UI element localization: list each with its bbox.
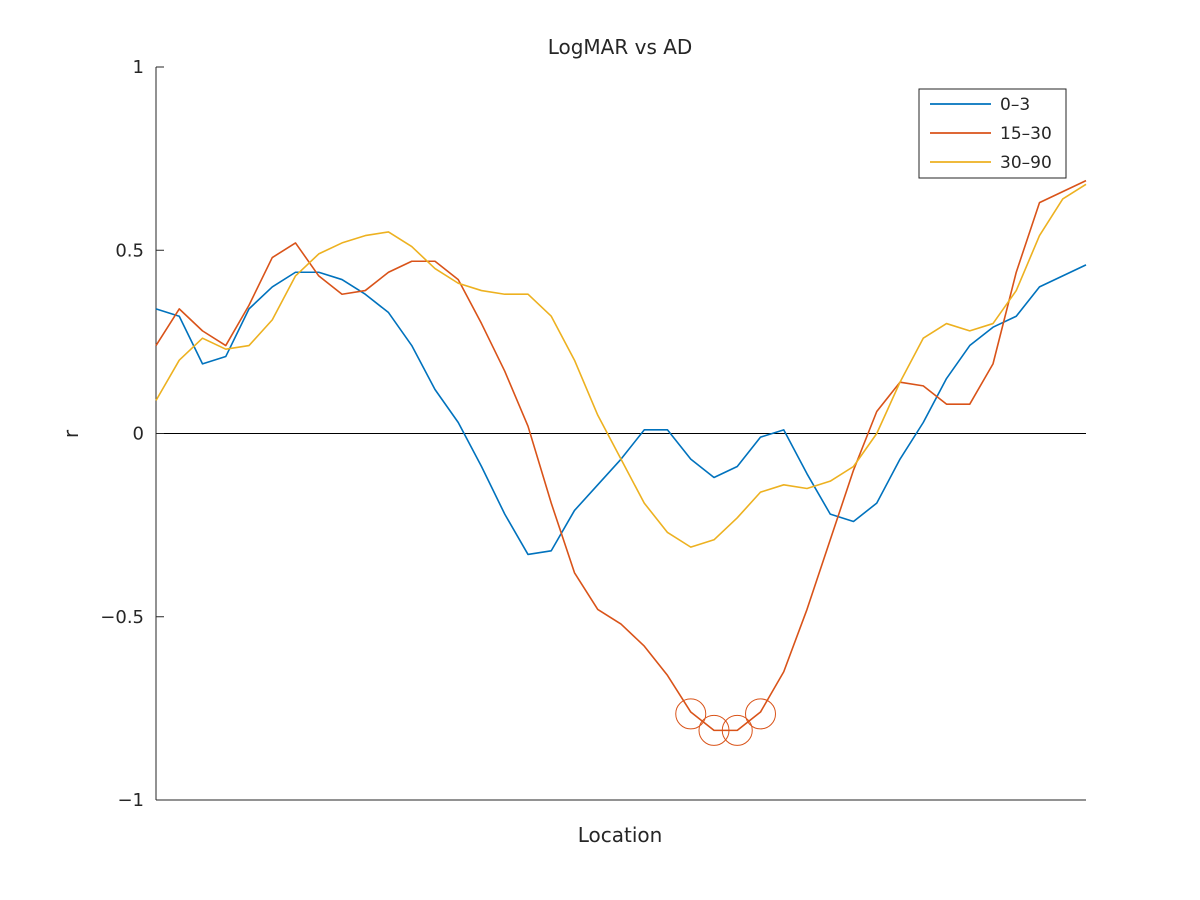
highlight-markers	[675, 698, 776, 746]
highlight-marker	[698, 714, 730, 746]
legend-entry-label: 30–90	[1000, 153, 1052, 173]
highlight-marker	[745, 698, 776, 730]
y-tick-label: −0.5	[100, 607, 144, 628]
plot-area: 1 0.5 0 −0.5 −1	[100, 57, 1087, 811]
y-axis-label: r	[59, 429, 83, 438]
y-tick-label: 1	[133, 57, 144, 78]
y-tick-label: 0	[133, 424, 144, 445]
y-tick-label: 0.5	[115, 240, 144, 261]
series-line-1	[155, 264, 1087, 556]
highlight-marker	[721, 714, 753, 746]
y-ticks: 1 0.5 0 −0.5 −1	[100, 57, 164, 811]
series-line-2	[155, 179, 1087, 732]
chart-title: LogMAR vs AD	[548, 35, 693, 59]
legend-entry-label: 0–3	[1000, 95, 1030, 115]
series-layer	[155, 179, 1087, 732]
highlight-marker	[675, 698, 707, 730]
series-line-3	[155, 183, 1087, 548]
legend: 0–3 15–30 30–90	[918, 88, 1067, 179]
x-axis-label: Location	[578, 823, 663, 847]
y-tick-label: −1	[117, 790, 144, 811]
legend-entry-label: 15–30	[1000, 124, 1052, 144]
